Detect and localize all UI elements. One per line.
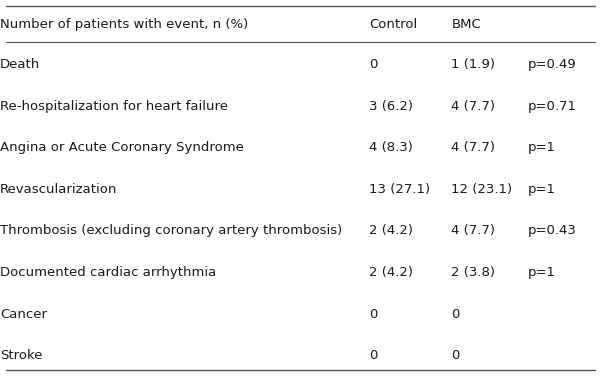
Text: 4 (7.7): 4 (7.7) (452, 141, 495, 154)
Text: p=0.43: p=0.43 (528, 224, 577, 237)
Text: 4 (7.7): 4 (7.7) (452, 100, 495, 113)
Text: Re-hospitalization for heart failure: Re-hospitalization for heart failure (0, 100, 228, 113)
Text: 4 (8.3): 4 (8.3) (369, 141, 413, 154)
Text: Death: Death (0, 58, 40, 71)
Text: Revascularization: Revascularization (0, 183, 117, 196)
Text: p=1: p=1 (528, 183, 556, 196)
Text: Documented cardiac arrhythmia: Documented cardiac arrhythmia (0, 266, 216, 279)
Text: 0: 0 (369, 349, 377, 362)
Text: 2 (4.2): 2 (4.2) (369, 224, 413, 237)
Text: Thrombosis (excluding coronary artery thrombosis): Thrombosis (excluding coronary artery th… (0, 224, 343, 237)
Text: 0: 0 (452, 308, 460, 321)
Text: BMC: BMC (452, 18, 481, 30)
Text: 2 (4.2): 2 (4.2) (369, 266, 413, 279)
Text: 3 (6.2): 3 (6.2) (369, 100, 413, 113)
Text: 1 (1.9): 1 (1.9) (452, 58, 495, 71)
Text: 0: 0 (369, 58, 377, 71)
Text: 0: 0 (452, 349, 460, 362)
Text: 4 (7.7): 4 (7.7) (452, 224, 495, 237)
Text: Cancer: Cancer (0, 308, 47, 321)
Text: Control: Control (369, 18, 417, 30)
Text: Angina or Acute Coronary Syndrome: Angina or Acute Coronary Syndrome (0, 141, 244, 154)
Text: 12 (23.1): 12 (23.1) (452, 183, 512, 196)
Text: 0: 0 (369, 308, 377, 321)
Text: p=1: p=1 (528, 266, 556, 279)
Text: p=1: p=1 (528, 141, 556, 154)
Text: 13 (27.1): 13 (27.1) (369, 183, 430, 196)
Text: p=0.49: p=0.49 (528, 58, 577, 71)
Text: p=0.71: p=0.71 (528, 100, 577, 113)
Text: Stroke: Stroke (0, 349, 43, 362)
Text: Number of patients with event, n (%): Number of patients with event, n (%) (0, 18, 249, 30)
Text: 2 (3.8): 2 (3.8) (452, 266, 495, 279)
